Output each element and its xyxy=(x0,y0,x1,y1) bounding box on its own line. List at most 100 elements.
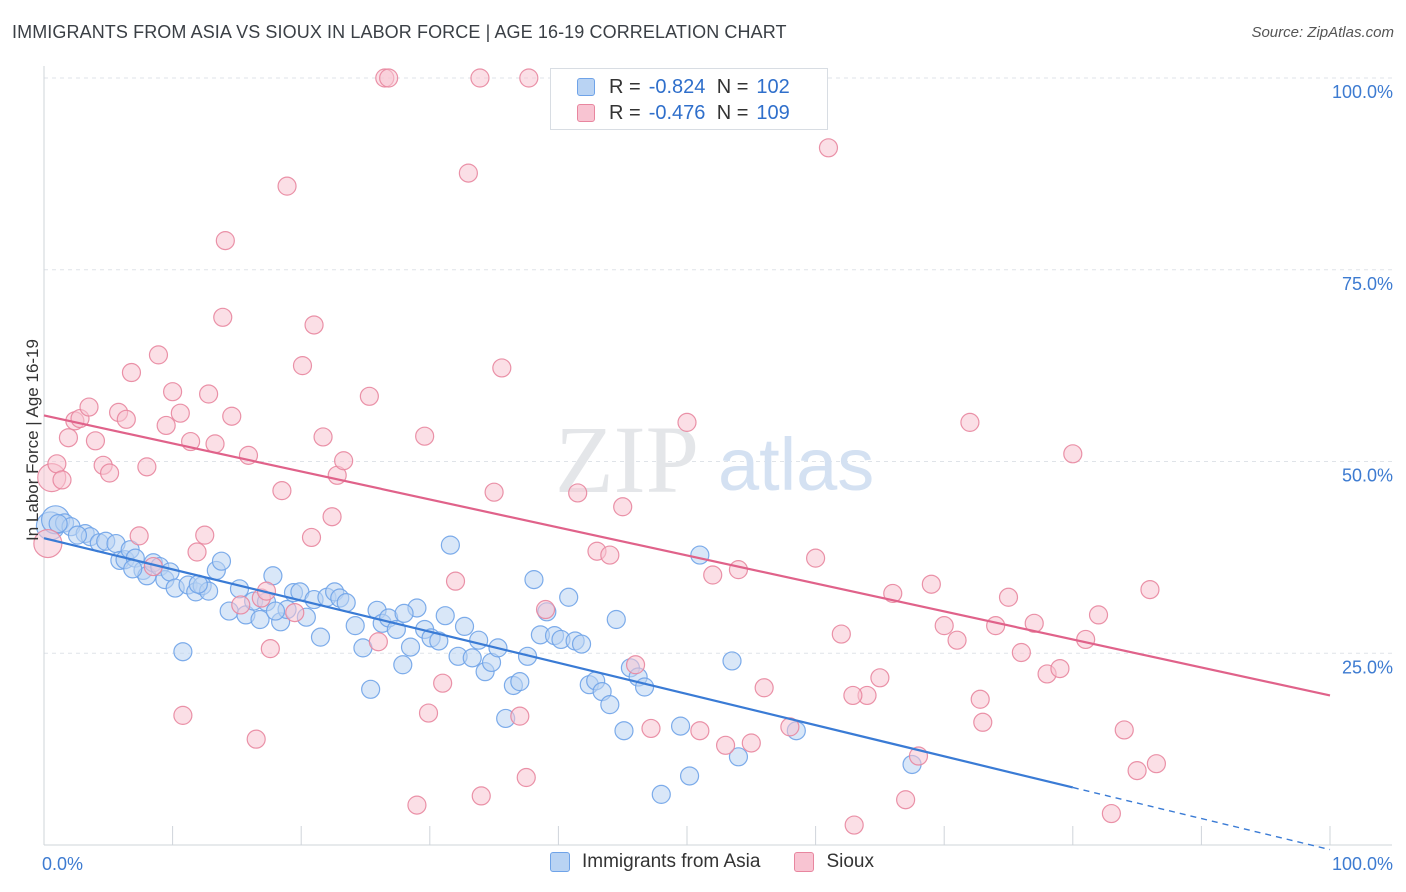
point-sioux xyxy=(137,457,157,477)
legend-item-asia[interactable]: Immigrants from Asia xyxy=(550,851,760,873)
point-asia xyxy=(559,587,579,607)
point-sioux xyxy=(368,632,388,652)
point-sioux xyxy=(313,427,333,447)
point-sioux xyxy=(156,415,176,436)
point-sioux xyxy=(973,712,993,732)
point-sioux xyxy=(516,767,536,788)
point-sioux xyxy=(947,630,967,650)
y-tick-label: 75.0% xyxy=(1342,274,1393,294)
point-sioux xyxy=(690,721,710,741)
point-sioux xyxy=(458,163,478,183)
point-sioux xyxy=(896,790,916,810)
legend-label-asia: Immigrants from Asia xyxy=(582,851,761,872)
point-asia xyxy=(265,601,286,621)
point-sioux xyxy=(277,176,297,196)
point-sioux xyxy=(1088,605,1109,625)
point-asia xyxy=(510,672,530,692)
trend-line-asia xyxy=(43,537,1074,789)
point-sioux xyxy=(1024,613,1044,633)
point-sioux xyxy=(199,384,219,404)
legend-swatch-sioux xyxy=(577,104,595,122)
tick-labels: 25.0% 50.0% 75.0% 100.0% 0.0% 100.0% xyxy=(42,82,1393,874)
point-sioux xyxy=(304,315,324,335)
point-sioux xyxy=(292,356,313,376)
x-tick-label: 0.0% xyxy=(42,854,83,874)
y-axis-label-box: In Labor Force | Age 16-19 xyxy=(23,339,42,541)
legend-swatch-asia xyxy=(577,78,595,96)
point-asia xyxy=(67,525,88,545)
y-tick-label: 100.0% xyxy=(1332,82,1393,102)
point-sioux xyxy=(272,481,292,501)
point-asia xyxy=(48,514,68,534)
y-axis-label: In Labor Force | Age 16-19 xyxy=(23,339,42,541)
point-sioux xyxy=(418,703,439,723)
point-sioux xyxy=(818,138,839,158)
point-asia xyxy=(250,609,270,630)
stats-legend: R = -0.824 N = 102 R = -0.476 N = 109 xyxy=(550,68,828,130)
point-sioux xyxy=(379,68,399,88)
point-sioux xyxy=(613,497,633,517)
point-sioux xyxy=(715,735,736,755)
trend-line-sioux xyxy=(43,414,1331,697)
point-asia xyxy=(400,637,421,657)
legend-item-sioux[interactable]: Sioux xyxy=(794,851,874,873)
point-sioux xyxy=(1127,761,1147,781)
point-sioux xyxy=(121,362,142,383)
legend-row-asia: R = -0.824 N = 102 xyxy=(577,74,790,100)
point-asia xyxy=(393,655,413,675)
trend-lines xyxy=(43,414,1331,851)
point-sioux xyxy=(222,406,242,426)
point-asia xyxy=(435,606,455,626)
point-sioux xyxy=(1114,720,1134,740)
point-sioux xyxy=(433,673,453,693)
point-sioux xyxy=(1076,629,1096,650)
point-sioux xyxy=(883,583,903,604)
point-sioux xyxy=(334,451,354,471)
point-sioux xyxy=(148,345,169,365)
point-sioux xyxy=(1011,642,1031,663)
point-sioux xyxy=(741,733,761,753)
point-sioux xyxy=(600,545,620,565)
point-sioux xyxy=(85,431,106,451)
point-asia xyxy=(462,648,482,668)
point-sioux xyxy=(195,525,215,545)
point-asia xyxy=(454,616,475,637)
point-sioux xyxy=(58,428,79,448)
point-sioux xyxy=(1101,803,1121,824)
point-asia xyxy=(634,677,655,697)
point-sioux xyxy=(187,542,207,562)
point-sioux xyxy=(1063,444,1083,464)
watermark: ZIP atlas xyxy=(555,406,874,513)
data-points xyxy=(33,68,1166,835)
point-asia xyxy=(394,603,414,623)
point-sioux xyxy=(205,434,225,454)
point-sioux xyxy=(215,231,235,251)
point-asia xyxy=(440,535,460,555)
point-asia xyxy=(345,616,365,636)
legend-n-value-sioux: 109 xyxy=(756,101,790,124)
point-sioux xyxy=(970,689,990,709)
point-sioux xyxy=(47,454,67,474)
point-sioux xyxy=(998,587,1019,607)
point-sioux xyxy=(844,815,864,835)
legend-r-value-asia: -0.824 xyxy=(648,75,706,98)
legend-swatch-sioux xyxy=(794,852,815,872)
point-sioux xyxy=(843,685,863,706)
point-sioux xyxy=(625,655,646,675)
point-sioux xyxy=(921,574,941,594)
grid-lines xyxy=(44,77,1392,654)
point-sioux xyxy=(445,571,466,591)
point-sioux xyxy=(163,382,183,402)
point-sioux xyxy=(510,706,530,726)
point-sioux xyxy=(960,412,980,432)
point-sioux xyxy=(359,386,379,406)
point-sioux xyxy=(415,426,435,446)
y-tick-label: 50.0% xyxy=(1342,466,1393,486)
point-sioux xyxy=(471,786,491,806)
point-sioux xyxy=(754,678,774,698)
point-sioux xyxy=(322,507,342,527)
point-asia xyxy=(524,570,544,590)
trend-line-asia-extension xyxy=(1072,786,1331,851)
y-tick-label: 25.0% xyxy=(1342,657,1393,677)
